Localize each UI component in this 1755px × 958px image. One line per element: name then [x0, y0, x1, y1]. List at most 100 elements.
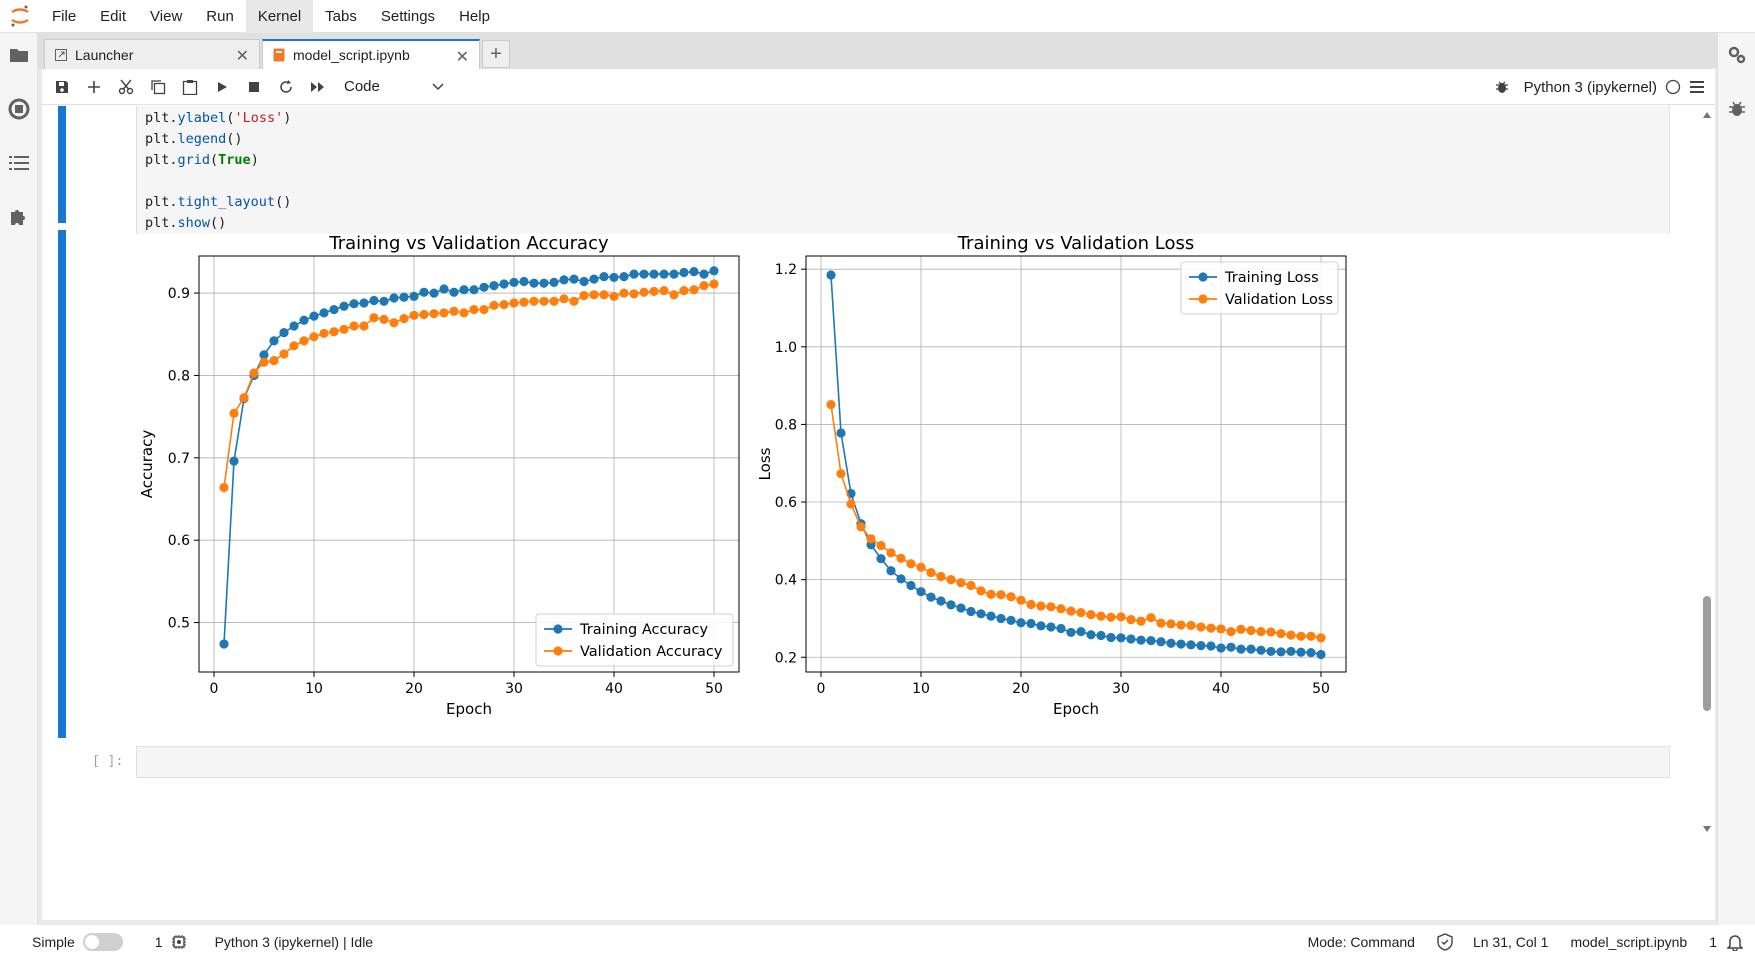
data-point: [826, 270, 836, 280]
code-token: 'Loss': [234, 110, 284, 126]
kernel-status[interactable]: Python 3 (ipykernel) | Idle: [214, 933, 374, 950]
scroll-up-icon: [1703, 112, 1711, 118]
data-point: [1136, 635, 1146, 645]
data-point: [1036, 601, 1046, 611]
restart-icon[interactable]: [270, 69, 302, 105]
current-filename: model_script.ipynb: [1570, 933, 1688, 950]
debugger-bug-icon[interactable]: [1494, 79, 1510, 95]
data-point: [469, 304, 479, 315]
shield-icon[interactable]: [1437, 932, 1453, 951]
kernel-name[interactable]: Python 3 (ipykernel): [1523, 78, 1657, 96]
code-token: ): [250, 152, 259, 168]
stop-icon[interactable]: [238, 69, 270, 105]
series-line-validation-loss: [830, 404, 1322, 639]
data-point: [1206, 641, 1216, 651]
data-point: [569, 296, 579, 306]
data-point: [996, 613, 1006, 624]
property-inspector-gears-icon[interactable]: [1725, 43, 1749, 67]
data-point: [1276, 647, 1286, 657]
data-point: [339, 324, 349, 334]
data-point: [319, 328, 329, 339]
y-axis-label: Accuracy: [138, 430, 156, 499]
data-point: [1126, 615, 1136, 625]
menu-help[interactable]: Help: [459, 7, 490, 25]
data-point: [1306, 631, 1316, 641]
menu-icon[interactable]: [1689, 80, 1705, 94]
data-point: [936, 571, 946, 582]
x-tick-label: 40: [1212, 681, 1230, 697]
terminals-count[interactable]: 1: [155, 934, 187, 950]
command-mode: Mode: Command: [1307, 933, 1415, 950]
data-point: [239, 393, 249, 403]
toggle-switch[interactable]: [82, 932, 123, 951]
data-point: [379, 314, 389, 325]
main-area: Launcher ✕ model_script.ipynb ✕ +: [38, 33, 1717, 925]
data-point: [946, 575, 956, 585]
legend-label: Validation Loss: [1225, 292, 1333, 308]
restart-run-all-icon[interactable]: [302, 69, 334, 105]
cell-type-select[interactable]: Code: [344, 78, 444, 95]
new-tab-button[interactable]: +: [482, 40, 510, 68]
folder-icon[interactable]: [7, 43, 31, 67]
running-terminals-icon[interactable]: [7, 97, 31, 121]
menu-kernel[interactable]: Kernel: [245, 0, 314, 33]
data-point: [1086, 609, 1096, 620]
menu-file[interactable]: File: [52, 7, 77, 25]
menu-view[interactable]: View: [150, 7, 183, 25]
tab-model-script[interactable]: model_script.ipynb ✕: [262, 39, 480, 69]
extension-puzzle-icon[interactable]: [7, 205, 31, 229]
cut-icon[interactable]: [110, 69, 142, 105]
copy-icon[interactable]: [142, 69, 174, 105]
data-point: [349, 321, 359, 331]
data-point: [589, 290, 599, 300]
empty-code-cell[interactable]: [136, 746, 1670, 778]
plot-frame: [198, 255, 740, 673]
close-icon[interactable]: ✕: [235, 48, 249, 65]
legend-label: Training Loss: [1224, 270, 1319, 286]
tab-launcher[interactable]: Launcher ✕: [44, 39, 260, 69]
data-point: [219, 482, 229, 493]
run-icon[interactable]: [206, 69, 238, 105]
data-point: [309, 311, 319, 321]
close-icon[interactable]: ✕: [455, 49, 469, 66]
jupyter-logo-icon: [0, 0, 40, 33]
data-point: [669, 290, 679, 300]
data-point: [459, 308, 469, 318]
debugger-bug-icon[interactable]: [1725, 97, 1749, 121]
data-point: [429, 288, 439, 298]
data-point: [639, 287, 649, 297]
insert-cell-icon[interactable]: [78, 69, 110, 105]
table-of-contents-icon[interactable]: [7, 151, 31, 175]
data-point: [599, 271, 609, 282]
data-point: [569, 274, 579, 284]
menu-tabs[interactable]: Tabs: [325, 7, 357, 25]
data-point: [1266, 627, 1276, 637]
data-point: [936, 596, 946, 606]
cursor-position[interactable]: Ln 31, Col 1: [1472, 933, 1549, 950]
data-point: [689, 285, 699, 295]
simple-mode-toggle[interactable]: Simple: [32, 932, 123, 951]
data-point: [1126, 634, 1136, 644]
paste-icon[interactable]: [174, 69, 206, 105]
data-point: [359, 298, 369, 308]
data-point: [1086, 630, 1096, 640]
code-token: show: [177, 215, 211, 231]
notebook-scrollbar[interactable]: [1701, 106, 1713, 918]
code-token: True: [218, 152, 251, 168]
data-point: [419, 309, 429, 320]
code-cell-editor[interactable]: plt.ylabel('Loss') plt.legend() plt.grid(T…: [136, 106, 1670, 236]
data-point: [709, 279, 719, 289]
bell-icon[interactable]: [1727, 933, 1743, 951]
data-point: [996, 590, 1006, 600]
data-point: [1296, 631, 1306, 641]
menu-run[interactable]: Run: [206, 7, 234, 25]
code-line: plt.tight_layout(): [145, 192, 1669, 213]
menu-settings[interactable]: Settings: [380, 7, 436, 25]
data-point: [219, 639, 229, 649]
data-point: [916, 562, 926, 572]
x-tick-label: 20: [1012, 681, 1030, 697]
save-icon[interactable]: [46, 69, 78, 105]
data-point: [926, 592, 936, 602]
data-point: [1226, 642, 1236, 652]
menu-edit[interactable]: Edit: [100, 7, 127, 25]
